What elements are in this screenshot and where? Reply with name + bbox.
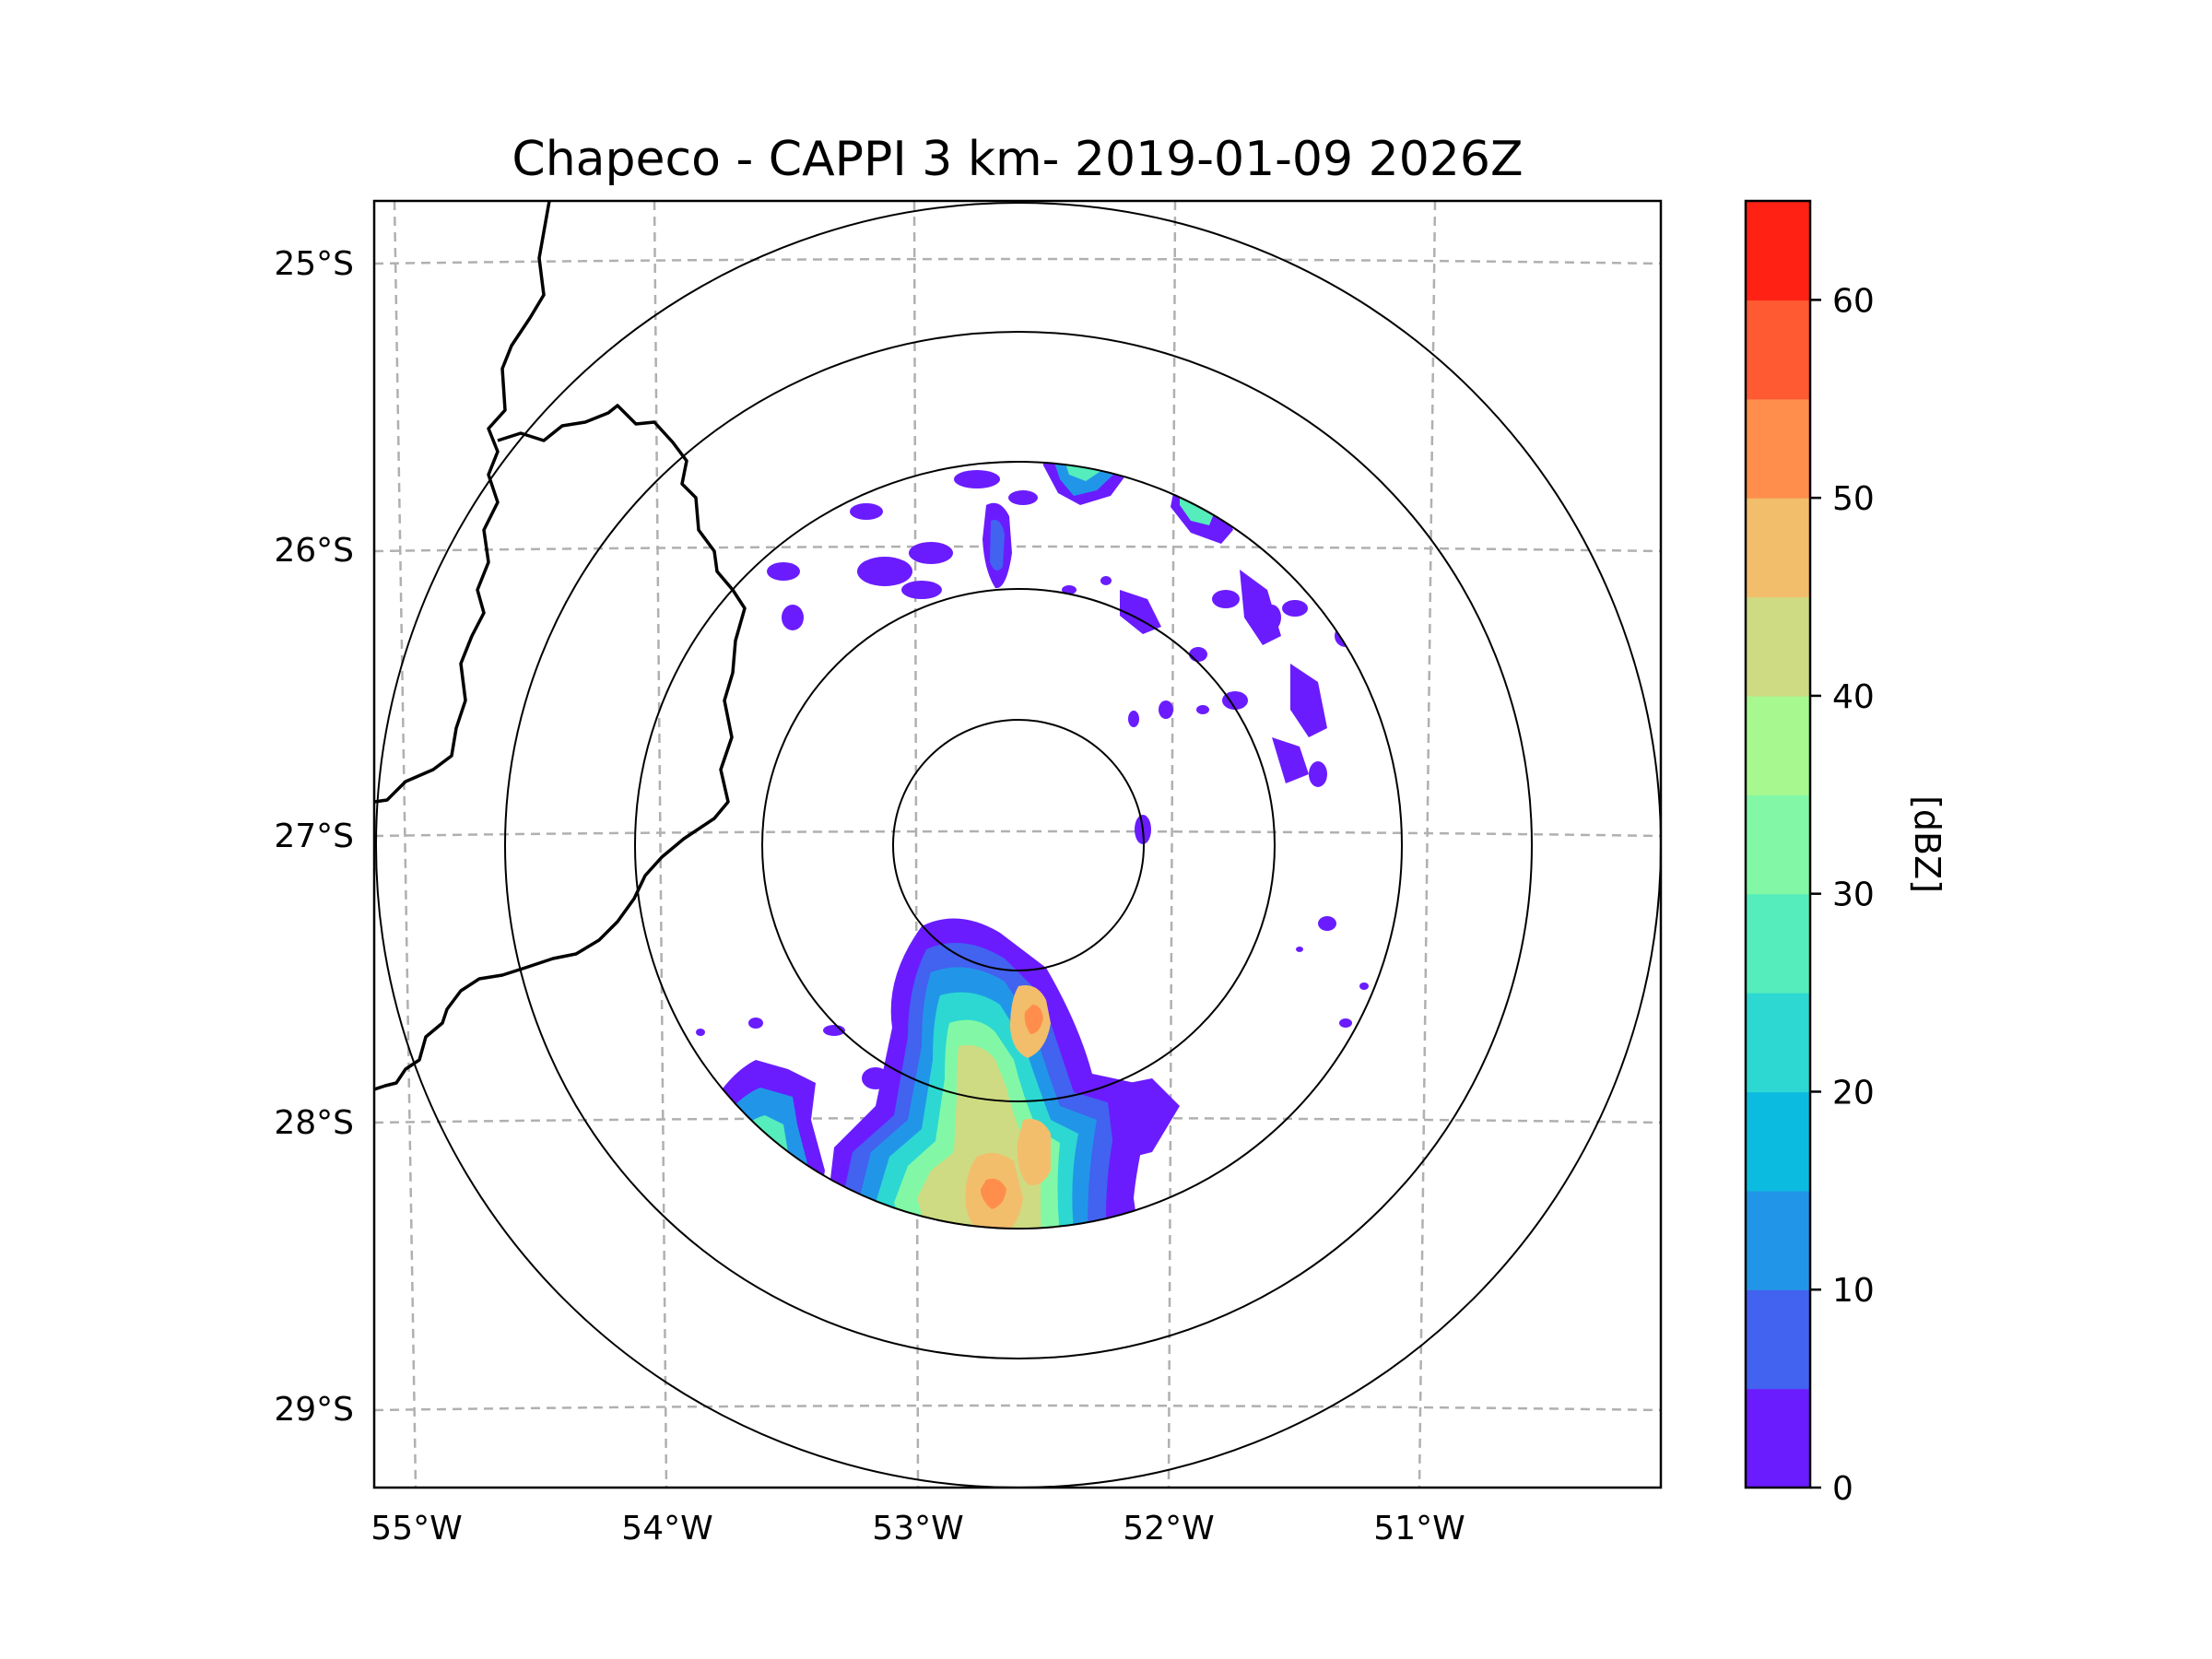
echo-northern-cell: [1040, 462, 1135, 505]
range-ring-100km: [761, 588, 1276, 1102]
range-rings: [375, 202, 1661, 1488]
colorbar-level-25-30: [1746, 893, 1810, 994]
colorbar-tick-label: 40: [1832, 678, 1875, 716]
y-tick-label: 28°S: [274, 1104, 354, 1142]
colorbar-level-50-55: [1746, 398, 1810, 499]
x-tick-label: 52°W: [1123, 1510, 1214, 1547]
echo-southwest-cell: [645, 1060, 825, 1229]
borders: [374, 201, 747, 1091]
reflectivity-echoes: [635, 462, 1396, 1229]
x-tick-labels: 55°W 54°W 53°W 52°W 51°W: [371, 1510, 1465, 1547]
colorbar-label: [dBZ]: [1907, 795, 1947, 893]
x-tick-label: 55°W: [371, 1510, 462, 1547]
echo-western-cell: [635, 813, 639, 1030]
colorbar-level-5-10: [1746, 1289, 1810, 1390]
gridline-lon-55: [393, 201, 418, 1488]
colorbar-level-40-45: [1746, 596, 1810, 697]
border-paraguay-argentina: [374, 201, 551, 804]
echo-northern-scattered: [696, 462, 1396, 1161]
colorbar-tick-label: 60: [1832, 282, 1875, 320]
colorbar-levels: [1746, 201, 1810, 1488]
echo-northeast-cell: [1171, 462, 1233, 544]
colorbar-level-0-5: [1746, 1388, 1810, 1488]
gridline-lat-27: [374, 830, 1661, 838]
colorbar-ticks: 0 10 20 30 40 50 60: [1810, 282, 1875, 1508]
colorbar-level-35-40: [1746, 695, 1810, 795]
colorbar-tick-label: 50: [1832, 480, 1875, 518]
border-misiones: [374, 404, 747, 1091]
colorbar-level-55-60: [1746, 300, 1810, 400]
colorbar-tick-label: 20: [1832, 1074, 1875, 1112]
y-tick-label: 26°S: [274, 532, 354, 570]
y-tick-label: 25°S: [274, 245, 354, 283]
range-ring-50km: [892, 719, 1145, 971]
colorbar-level-20-25: [1746, 993, 1810, 1093]
gridline-lat-28: [374, 1116, 1661, 1124]
colorbar: 0 10 20 30 40 50 60 [dBZ]: [1744, 199, 1947, 1508]
gridline-lon-51: [1418, 201, 1437, 1488]
gridline-lat-25: [374, 257, 1661, 265]
x-tick-label: 51°W: [1373, 1510, 1465, 1547]
x-tick-label: 53°W: [872, 1510, 963, 1547]
range-ring-250km: [375, 202, 1661, 1488]
y-tick-labels: 25°S 26°S 27°S 28°S 29°S: [274, 245, 354, 1429]
range-ring-200km: [504, 331, 1533, 1359]
colorbar-level-30-35: [1746, 794, 1810, 895]
y-tick-label: 27°S: [274, 818, 354, 855]
gridline-lat-29: [374, 1404, 1661, 1412]
colorbar-tick-label: 10: [1832, 1272, 1875, 1310]
gridline-lat-26: [374, 545, 1661, 553]
x-tick-label: 54°W: [621, 1510, 712, 1547]
y-tick-label: 29°S: [274, 1391, 354, 1429]
colorbar-level-10-15: [1746, 1190, 1810, 1290]
colorbar-tick-label: 30: [1832, 877, 1875, 914]
map-axes-frame: [372, 199, 1663, 1489]
gridlines: [374, 201, 1661, 1488]
echo-southern-convective-core: [825, 918, 1157, 1229]
colorbar-level-15-20: [1746, 1091, 1810, 1192]
chart-title: Chapeco - CAPPI 3 km- 2019-01-09 2026Z: [512, 132, 1523, 187]
colorbar-frame: [1744, 199, 1812, 1489]
colorbar-tick-label: 0: [1832, 1470, 1853, 1508]
gridline-lon-53: [912, 201, 920, 1488]
gridline-lon-54: [653, 201, 668, 1488]
colorbar-level-60-65: [1746, 201, 1810, 300]
range-ring-150km: [634, 461, 1403, 1230]
colorbar-level-45-50: [1746, 498, 1810, 598]
gridline-lon-52: [1167, 201, 1177, 1488]
